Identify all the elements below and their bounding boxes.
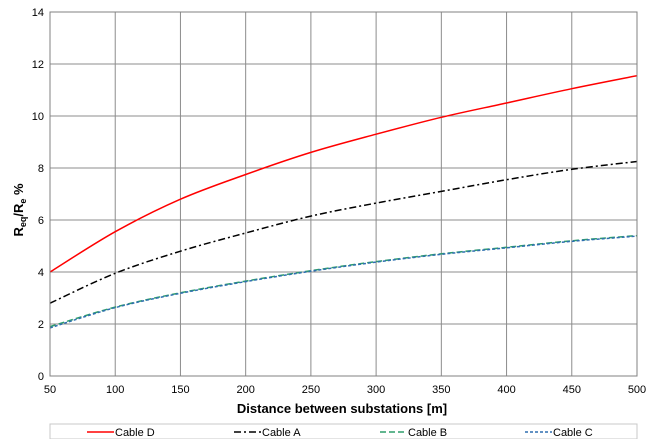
y-tick-label: 2: [38, 319, 44, 331]
y-tick-label: 0: [38, 371, 44, 383]
x-tick-label: 350: [432, 384, 450, 396]
y-tick-label: 10: [32, 111, 44, 123]
x-tick-label: 200: [236, 384, 254, 396]
legend-label: Cable C: [553, 427, 593, 439]
y-axis-title-tail: %: [11, 183, 26, 199]
x-axis-title: Distance between substations [m]: [237, 401, 447, 416]
x-tick-label: 100: [106, 384, 124, 396]
series-line-cable-c: [49, 235, 638, 329]
y-axis-title-sub1: eq: [18, 217, 28, 228]
series-line-cable-b: [49, 234, 638, 328]
x-tick-label: 400: [497, 384, 515, 396]
y-axis-title-sub2: e: [18, 199, 28, 204]
y-tick-label: 14: [32, 7, 44, 19]
y-tick-labels: 0 2 4 6 8 10 12 14: [32, 7, 44, 383]
x-tick-label: 250: [302, 384, 320, 396]
x-tick-label: 150: [171, 384, 189, 396]
x-tick-labels: 50 100 150 200 250 300 350 400 450 500: [44, 384, 646, 396]
series-line-cable-d: [49, 74, 638, 273]
grid: [49, 11, 638, 377]
x-tick-label: 500: [628, 384, 646, 396]
y-axis-title-mid: /R: [11, 203, 26, 217]
x-tick-label: 300: [367, 384, 385, 396]
y-tick-label: 8: [38, 163, 44, 175]
series-lines: [49, 74, 638, 329]
x-tick-label: 50: [44, 384, 56, 396]
legend-frame: [49, 423, 638, 439]
x-tick-label: 450: [563, 384, 581, 396]
legend-label: Cable D: [115, 427, 155, 439]
series-line-cable-a: [49, 160, 638, 304]
plot-frame: [49, 11, 638, 377]
y-axis-title-main: R: [11, 227, 26, 237]
y-tick-label: 12: [32, 59, 44, 71]
y-tick-label: 4: [38, 267, 44, 279]
y-tick-label: 6: [38, 215, 44, 227]
y-axis-title: Req/Re %: [11, 183, 28, 237]
legend-label: Cable A: [262, 427, 301, 439]
legend-label: Cable B: [408, 427, 447, 439]
legend: Cable D Cable A Cable B Cable C: [49, 423, 638, 439]
